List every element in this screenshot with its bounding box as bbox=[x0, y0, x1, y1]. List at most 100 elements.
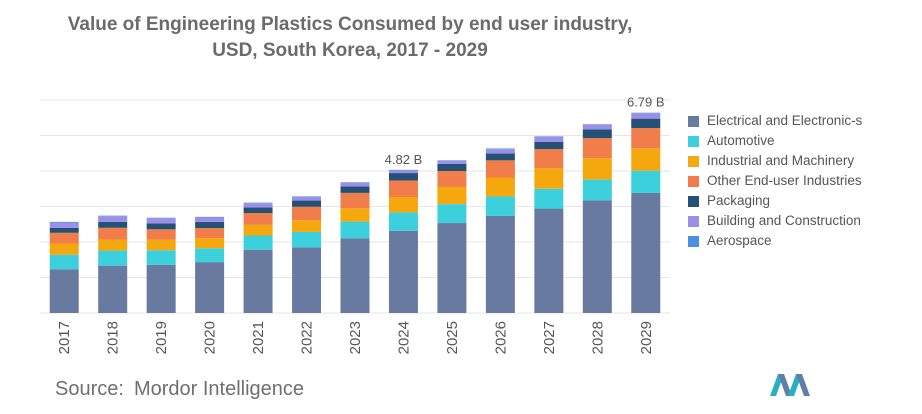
legend-swatch bbox=[688, 116, 699, 127]
bar-segment-2021-packaging bbox=[243, 207, 273, 214]
bar-segment-2026-electrical-and-electronic-s bbox=[485, 215, 515, 313]
bar-segment-2019-industrial-and-machinery bbox=[146, 239, 176, 251]
bar-segment-2025-building-and-construction bbox=[437, 160, 467, 164]
bar-segment-2026-other-end-user-industries bbox=[485, 160, 515, 178]
legend-label: Electrical and Electronic-s bbox=[707, 113, 863, 128]
bar-segment-2021-aerospace bbox=[243, 202, 273, 204]
bar-segment-2020-building-and-construction bbox=[195, 217, 225, 222]
x-tick-label-2023: 2023 bbox=[347, 321, 364, 354]
bar-segment-2019-packaging bbox=[146, 223, 176, 230]
bar-segment-2027-electrical-and-electronic-s bbox=[534, 208, 564, 313]
bar-segment-2028-packaging bbox=[582, 129, 612, 139]
x-tick-label-2028: 2028 bbox=[589, 321, 606, 354]
bar-segment-2023-packaging bbox=[340, 186, 370, 193]
bar-segment-2020-aerospace bbox=[195, 216, 225, 218]
bar-segment-2017-other-end-user-industries bbox=[49, 232, 79, 244]
bar-segment-2027-industrial-and-machinery bbox=[534, 168, 564, 189]
bar-segment-2026-packaging bbox=[485, 153, 515, 161]
bar-segment-2025-electrical-and-electronic-s bbox=[437, 223, 467, 313]
source-note: Source: Mordor Intelligence bbox=[55, 378, 304, 401]
legend-item: Electrical and Electronic-s bbox=[688, 112, 918, 129]
bar-segment-2019-other-end-user-industries bbox=[146, 229, 176, 240]
bar-segment-2027-building-and-construction bbox=[534, 136, 564, 142]
bar-segment-2018-other-end-user-industries bbox=[98, 227, 128, 240]
bar-segment-2019-automotive bbox=[146, 250, 176, 265]
bar-segment-2029-automotive bbox=[631, 170, 661, 193]
bar-segment-2029-aerospace bbox=[631, 112, 661, 114]
bar-segment-2019-building-and-construction bbox=[146, 218, 176, 224]
legend-item: Aerospace bbox=[688, 232, 918, 249]
x-tick-label-2026: 2026 bbox=[492, 321, 509, 354]
bar-segment-2022-building-and-construction bbox=[292, 197, 322, 201]
x-tick-label-2017: 2017 bbox=[56, 321, 73, 354]
bar-segment-2017-industrial-and-machinery bbox=[49, 243, 79, 255]
stacked-bar-chart: 4.82 B 6.79 B 2017 2018 2019 2020 2021 2022 202… bbox=[40, 95, 670, 354]
bar-segment-2026-industrial-and-machinery bbox=[485, 177, 515, 197]
mordor-intelligence-logo bbox=[770, 374, 810, 396]
bar-segment-2018-electrical-and-electronic-s bbox=[98, 265, 128, 313]
bar-segment-2017-building-and-construction bbox=[49, 222, 79, 228]
chart-title-line-1: Value of Engineering Plastics Consumed b… bbox=[67, 14, 633, 35]
bar-segment-2022-other-end-user-industries bbox=[292, 206, 322, 221]
bar-segment-2021-building-and-construction bbox=[243, 203, 273, 208]
bar-segment-2018-industrial-and-machinery bbox=[98, 239, 128, 251]
bar-segment-2025-packaging bbox=[437, 163, 467, 171]
bar-segment-2028-automotive bbox=[582, 179, 612, 201]
bar-segment-2024-industrial-and-machinery bbox=[388, 197, 418, 213]
legend-swatch bbox=[688, 156, 699, 167]
bar-segment-2027-automotive bbox=[534, 188, 564, 209]
bar-segment-2018-packaging bbox=[98, 221, 128, 228]
bar-segment-2029-other-end-user-industries bbox=[631, 128, 661, 149]
x-tick-label-2025: 2025 bbox=[444, 321, 461, 354]
bar-segment-2025-industrial-and-machinery bbox=[437, 186, 467, 205]
bar-segment-2023-other-end-user-industries bbox=[340, 192, 370, 209]
bar-segment-2026-building-and-construction bbox=[485, 149, 515, 154]
x-tick-label-2027: 2027 bbox=[541, 321, 558, 354]
legend-item: Building and Construction bbox=[688, 212, 918, 229]
x-tick-label-2024: 2024 bbox=[395, 321, 412, 354]
legend-label: Aerospace bbox=[707, 233, 772, 248]
legend-swatch bbox=[688, 136, 699, 147]
legend-label: Industrial and Machinery bbox=[707, 153, 855, 168]
chart-title-line-2: USD, South Korea, 2017 - 2029 bbox=[212, 40, 488, 61]
bar-segment-2021-electrical-and-electronic-s bbox=[243, 249, 273, 313]
x-tick-label-2018: 2018 bbox=[105, 321, 122, 354]
chart-bars bbox=[49, 112, 661, 313]
bar-segment-2020-industrial-and-machinery bbox=[195, 238, 225, 249]
x-tick-label-2019: 2019 bbox=[153, 321, 170, 354]
legend-item: Other End-user Industries bbox=[688, 172, 918, 189]
bar-segment-2028-aerospace bbox=[582, 124, 612, 125]
bar-segment-2027-aerospace bbox=[534, 136, 564, 137]
legend-label: Other End-user Industries bbox=[707, 173, 862, 188]
chart-gridlines bbox=[40, 99, 670, 314]
bar-segment-2023-building-and-construction bbox=[340, 182, 370, 187]
bar-segment-2024-electrical-and-electronic-s bbox=[388, 230, 418, 313]
bar-segment-2026-aerospace bbox=[485, 148, 515, 150]
bar-segment-2025-other-end-user-industries bbox=[437, 171, 467, 187]
x-tick-label-2021: 2021 bbox=[250, 321, 267, 354]
source-name: Mordor Intelligence bbox=[133, 378, 305, 400]
bar-segment-2022-industrial-and-machinery bbox=[292, 220, 322, 232]
bar-segment-2024-automotive bbox=[388, 212, 418, 231]
chart-legend: Electrical and Electronic-s Automotive Ind… bbox=[688, 112, 918, 252]
bar-segment-2022-electrical-and-electronic-s bbox=[292, 247, 322, 313]
chart-annotations: 4.82 B 6.79 B bbox=[385, 95, 665, 167]
bar-segment-2021-other-end-user-industries bbox=[243, 213, 273, 225]
bar-segment-2029-packaging bbox=[631, 118, 661, 129]
bar-segment-2021-automotive bbox=[243, 235, 273, 250]
bar-segment-2024-building-and-construction bbox=[388, 170, 418, 174]
bar-segment-2029-building-and-construction bbox=[631, 113, 661, 119]
bar-segment-2020-other-end-user-industries bbox=[195, 228, 225, 239]
bar-segment-2029-industrial-and-machinery bbox=[631, 148, 661, 171]
bar-segment-2017-aerospace bbox=[49, 221, 79, 223]
bar-segment-2028-industrial-and-machinery bbox=[582, 158, 612, 180]
bar-total-label-2029: 6.79 B bbox=[627, 95, 665, 110]
chart-title: Value of Engineering Plastics Consumed b… bbox=[0, 12, 700, 64]
bar-segment-2029-electrical-and-electronic-s bbox=[631, 192, 661, 313]
bar-segment-2021-industrial-and-machinery bbox=[243, 224, 273, 236]
bar-segment-2028-other-end-user-industries bbox=[582, 138, 612, 159]
bar-segment-2018-automotive bbox=[98, 250, 128, 266]
x-tick-label-2029: 2029 bbox=[638, 321, 655, 354]
bar-segment-2023-electrical-and-electronic-s bbox=[340, 238, 370, 313]
bar-segment-2022-packaging bbox=[292, 200, 322, 207]
